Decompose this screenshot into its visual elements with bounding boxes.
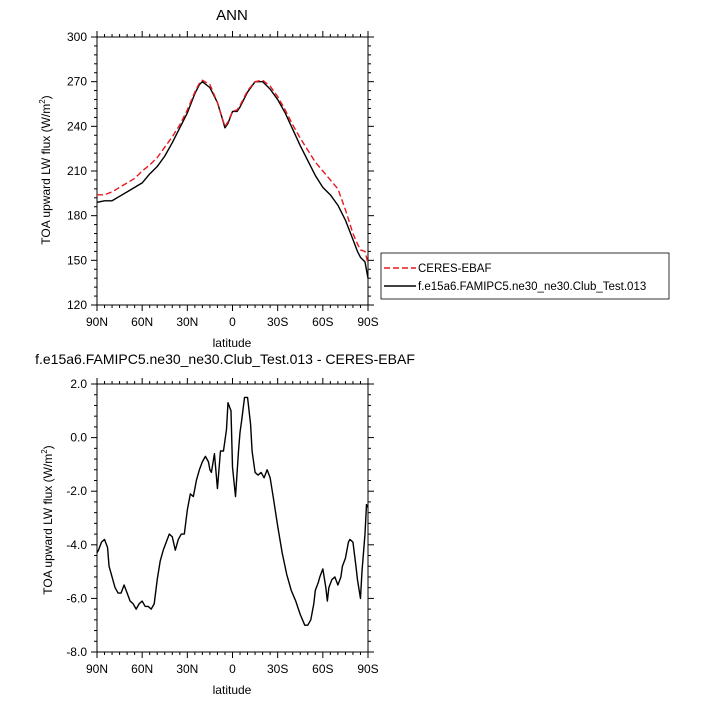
top-x-tick-label: 60N <box>131 315 153 329</box>
top-x-tick-label: 0 <box>229 315 236 329</box>
top-y-tick-label: 150 <box>67 253 87 267</box>
legend-label-model: f.e15a6.FAMIPC5.ne30_ne30.Club_Test.013 <box>418 281 646 293</box>
top-plot-area: 90N 60N 30N 0 30S 60S 90S 120 150 180 210 240 270 300 <box>67 30 379 329</box>
bottom-x-tick-label: 30S <box>267 662 288 676</box>
bottom-chart-title: f.e15a6.FAMIPC5.ne30_ne30.Club_Test.013 … <box>35 351 415 367</box>
top-y-tick-label: 180 <box>67 209 87 223</box>
bottom-x-axis-label: latitude <box>213 683 252 697</box>
bottom-y-tick-label: -4.0 <box>66 538 87 552</box>
top-x-tick-label: 30S <box>267 315 288 329</box>
bottom-x-tick-label: 0 <box>229 662 236 676</box>
bottom-x-tick-label: 90N <box>86 662 108 676</box>
top-chart-title: ANN <box>216 7 248 24</box>
top-x-tick-label: 30N <box>176 315 198 329</box>
bottom-y-axis-label: TOA upward LW flux (W/m2) <box>40 445 55 594</box>
top-y-tick-label: 270 <box>67 75 87 89</box>
bottom-plot-area: 90N 60N 30N 0 30S 60S 90S 2.0 0.0 -2.0 -4.0 -6.0 -8.… <box>66 377 378 676</box>
bottom-panel: f.e15a6.FAMIPC5.ne30_ne30.Club_Test.013 … <box>35 351 415 697</box>
top-plot-frame <box>96 36 369 306</box>
top-x-tick-label: 90S <box>357 315 378 329</box>
bottom-x-tick-label: 60N <box>131 662 153 676</box>
top-x-tick-label: 60S <box>312 315 333 329</box>
top-x-axis-label: latitude <box>213 336 252 350</box>
top-y-tick-label: 120 <box>67 298 87 312</box>
top-series-line-model <box>96 80 369 279</box>
bottom-series-line-model <box>96 396 369 626</box>
top-y-tick-label: 210 <box>67 164 87 178</box>
bottom-x-tick-label: 90S <box>357 662 378 676</box>
bottom-x-tick-label: 30N <box>176 662 198 676</box>
legend-box <box>380 252 670 300</box>
top-panel: ANN 90N 60N 30N 0 30S 60S 90S 120 150 180 210 240 27… <box>38 7 379 350</box>
legend-label-ceres-ebaf: CERES-EBAF <box>418 263 492 275</box>
top-y-tick-label: 300 <box>67 30 87 44</box>
top-y-tick-label: 240 <box>67 119 87 133</box>
bottom-y-tick-label: -8.0 <box>66 645 87 659</box>
bottom-x-tick-label: 60S <box>312 662 333 676</box>
top-series-line-ceres-ebaf <box>97 79 369 264</box>
bottom-y-tick-label: -2.0 <box>66 484 87 498</box>
bottom-y-tick-label: 0.0 <box>70 431 87 445</box>
top-y-axis-label: TOA upward LW flux (W/m2) <box>38 95 53 244</box>
bottom-y-tick-label: 2.0 <box>70 377 87 391</box>
bottom-plot-frame <box>96 383 369 653</box>
top-x-tick-label: 90N <box>86 315 108 329</box>
legend: CERES-EBAF f.e15a6.FAMIPC5.ne30_ne30.Clu… <box>380 252 670 300</box>
bottom-y-tick-label: -6.0 <box>66 591 87 605</box>
